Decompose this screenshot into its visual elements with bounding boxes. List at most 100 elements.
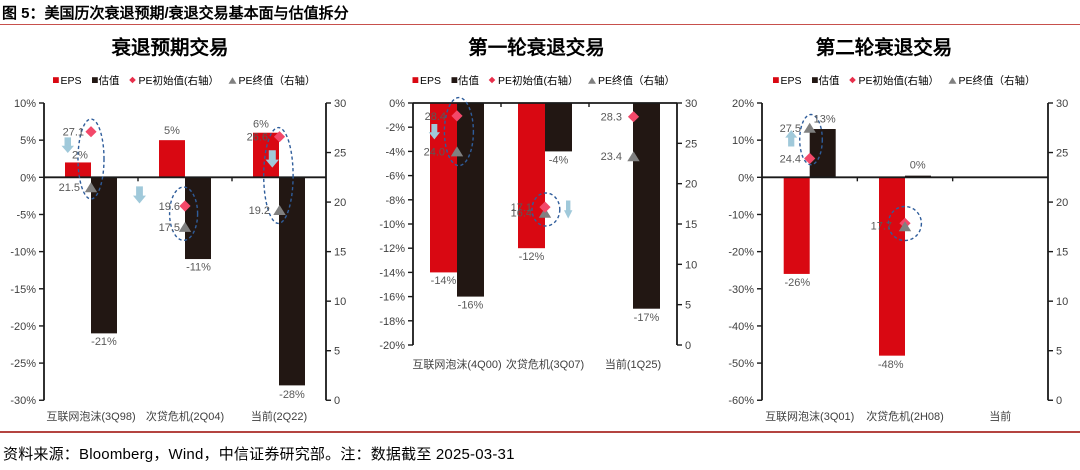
svg-text:23.4: 23.4	[601, 151, 622, 163]
svg-text:30: 30	[1056, 98, 1068, 110]
svg-text:10: 10	[685, 259, 697, 271]
svg-text:5: 5	[685, 300, 691, 312]
svg-text:-20%: -20%	[728, 247, 754, 259]
svg-text:第二轮衰退交易: 第二轮衰退交易	[816, 36, 953, 59]
svg-text:-14%: -14%	[431, 275, 457, 287]
svg-text:-12%: -12%	[519, 251, 545, 263]
svg-text:0: 0	[685, 340, 691, 352]
svg-text:5: 5	[1056, 346, 1062, 358]
svg-text:20: 20	[334, 197, 346, 209]
svg-text:-48%: -48%	[878, 359, 904, 371]
svg-text:30: 30	[334, 98, 346, 110]
svg-text:-18%: -18%	[379, 316, 405, 328]
svg-text:21.5: 21.5	[59, 182, 80, 194]
svg-text:10%: 10%	[732, 135, 754, 147]
svg-text:-30%: -30%	[728, 284, 754, 296]
svg-text:0: 0	[1056, 395, 1062, 407]
svg-text:24.4: 24.4	[780, 154, 801, 166]
svg-text:-5%: -5%	[16, 210, 36, 222]
svg-text:-10%: -10%	[10, 247, 36, 259]
svg-text:2%: 2%	[72, 150, 88, 162]
svg-text:估值: 估值	[819, 74, 840, 87]
svg-text:15: 15	[334, 247, 346, 259]
svg-text:20%: 20%	[732, 98, 754, 110]
svg-text:互联网泡沫(4Q00): 互联网泡沫(4Q00)	[412, 357, 501, 371]
svg-text:16.4: 16.4	[511, 208, 532, 220]
svg-text:EPS: EPS	[61, 75, 82, 87]
svg-text:13%: 13%	[814, 113, 836, 125]
svg-text:15: 15	[1056, 247, 1068, 259]
svg-text:-11%: -11%	[186, 262, 211, 274]
svg-text:当前(2Q22): 当前(2Q22)	[251, 409, 307, 423]
svg-text:当前(1Q25): 当前(1Q25)	[605, 357, 661, 371]
svg-text:-17%: -17%	[634, 312, 660, 324]
svg-text:-6%: -6%	[385, 171, 405, 183]
svg-text:-4%: -4%	[549, 154, 569, 166]
svg-text:-30%: -30%	[10, 395, 36, 407]
svg-text:20: 20	[685, 179, 697, 191]
svg-text:27.1: 27.1	[63, 127, 84, 139]
svg-text:PE终值（右轴）: PE终值（右轴）	[598, 74, 675, 87]
svg-text:30: 30	[685, 98, 697, 110]
svg-text:-10%: -10%	[728, 210, 754, 222]
svg-text:次贷危机(3Q07): 次贷危机(3Q07)	[506, 357, 584, 371]
svg-text:当前: 当前	[989, 409, 1011, 423]
svg-text:20: 20	[1056, 197, 1068, 209]
svg-text:-50%: -50%	[728, 358, 754, 370]
svg-text:次贷危机(2Q04): 次贷危机(2Q04)	[146, 409, 224, 423]
svg-text:-2%: -2%	[385, 122, 405, 134]
svg-text:26.6: 26.6	[247, 132, 268, 144]
svg-text:17.1: 17.1	[511, 202, 532, 214]
svg-text:0%: 0%	[910, 160, 926, 172]
svg-text:6%: 6%	[253, 119, 269, 131]
svg-text:10: 10	[1056, 296, 1068, 308]
svg-text:28.4: 28.4	[425, 111, 446, 123]
svg-text:-10%: -10%	[379, 219, 405, 231]
svg-text:-16%: -16%	[379, 292, 405, 304]
svg-text:15: 15	[685, 219, 697, 231]
svg-text:-20%: -20%	[10, 321, 36, 333]
svg-text:PE初始值(右轴）: PE初始值(右轴）	[498, 74, 579, 87]
svg-text:EPS: EPS	[781, 75, 802, 87]
svg-text:10%: 10%	[14, 98, 36, 110]
svg-text:28.3: 28.3	[601, 112, 622, 124]
svg-text:25: 25	[334, 148, 346, 160]
svg-text:-60%: -60%	[728, 395, 754, 407]
svg-text:19.2: 19.2	[249, 205, 270, 217]
svg-text:PE终值（右轴）: PE终值（右轴）	[239, 74, 316, 87]
svg-text:24.0: 24.0	[424, 146, 445, 158]
svg-text:17.5: 17.5	[159, 222, 180, 234]
svg-text:-8%: -8%	[385, 195, 405, 207]
svg-text:第一轮衰退交易: 第一轮衰退交易	[468, 36, 605, 59]
svg-text:27.5: 27.5	[780, 123, 801, 135]
svg-text:-28%: -28%	[279, 389, 305, 401]
svg-text:0%: 0%	[389, 98, 405, 110]
svg-text:-21%: -21%	[91, 336, 117, 348]
svg-text:EPS: EPS	[420, 75, 441, 87]
svg-text:-26%: -26%	[784, 277, 810, 289]
svg-text:25: 25	[685, 138, 697, 150]
svg-text:-40%: -40%	[728, 321, 754, 333]
svg-text:估值: 估值	[99, 74, 120, 87]
svg-text:5%: 5%	[164, 125, 180, 137]
svg-text:PE初始值(右轴）: PE初始值(右轴）	[859, 74, 940, 87]
svg-text:-20%: -20%	[379, 340, 405, 352]
svg-text:-25%: -25%	[10, 358, 36, 370]
svg-text:5: 5	[334, 346, 340, 358]
svg-text:0: 0	[334, 395, 340, 407]
svg-text:PE初始值(右轴）: PE初始值(右轴）	[139, 74, 220, 87]
svg-text:17.7: 17.7	[871, 221, 892, 233]
svg-text:-14%: -14%	[379, 267, 405, 279]
svg-text:-12%: -12%	[379, 243, 405, 255]
svg-text:PE终值（右轴）: PE终值（右轴）	[959, 74, 1036, 87]
svg-text:19.6: 19.6	[159, 201, 180, 213]
svg-text:次贷危机(2H08): 次贷危机(2H08)	[866, 409, 944, 423]
svg-text:0%: 0%	[20, 172, 36, 184]
svg-text:互联网泡沫(3Q98): 互联网泡沫(3Q98)	[46, 409, 135, 423]
svg-text:0%: 0%	[738, 172, 754, 184]
svg-text:估值: 估值	[458, 74, 479, 87]
svg-text:-16%: -16%	[458, 300, 484, 312]
svg-text:-15%: -15%	[10, 284, 36, 296]
svg-text:25: 25	[1056, 148, 1068, 160]
svg-text:10: 10	[334, 296, 346, 308]
